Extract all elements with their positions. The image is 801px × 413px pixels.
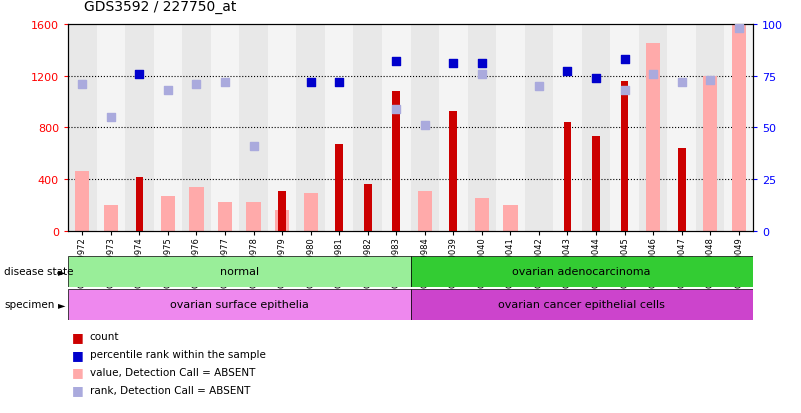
Text: ■: ■ <box>72 330 84 343</box>
Bar <box>410 289 753 320</box>
Point <box>675 79 688 86</box>
Text: normal: normal <box>219 266 259 277</box>
Bar <box>247 203 260 231</box>
Bar <box>68 289 410 320</box>
Bar <box>392 92 400 231</box>
Bar <box>161 197 175 231</box>
Bar <box>553 25 582 231</box>
Point <box>418 123 431 129</box>
Point <box>248 143 260 150</box>
Text: ►: ► <box>58 299 65 310</box>
Point <box>304 79 317 86</box>
Point <box>732 26 745 32</box>
Bar <box>610 25 638 231</box>
Text: GDS3592 / 227750_at: GDS3592 / 227750_at <box>84 0 236 14</box>
Point <box>646 71 659 78</box>
Bar <box>475 199 489 231</box>
Bar <box>696 25 724 231</box>
Text: count: count <box>90 332 119 342</box>
Point <box>190 81 203 88</box>
Bar <box>503 206 517 231</box>
Text: percentile rank within the sample: percentile rank within the sample <box>90 349 266 359</box>
Bar <box>218 203 232 231</box>
Point <box>219 79 231 86</box>
Bar <box>75 172 90 231</box>
Bar <box>135 177 143 231</box>
Bar <box>97 25 125 231</box>
Bar <box>325 25 353 231</box>
Point <box>104 114 117 121</box>
Text: ovarian surface epithelia: ovarian surface epithelia <box>170 299 308 310</box>
Bar <box>268 25 296 231</box>
Bar <box>104 206 118 231</box>
Text: ■: ■ <box>72 366 84 379</box>
Bar <box>582 25 610 231</box>
Point <box>618 57 631 63</box>
Text: ►: ► <box>58 266 65 277</box>
Point <box>704 77 717 84</box>
Bar <box>417 191 432 231</box>
Bar <box>564 123 571 231</box>
Bar <box>621 82 629 231</box>
Text: value, Detection Call = ABSENT: value, Detection Call = ABSENT <box>90 367 255 377</box>
Bar <box>731 25 746 231</box>
Bar <box>239 25 268 231</box>
Point <box>162 88 175 94</box>
Bar <box>449 111 457 231</box>
Bar <box>667 25 696 231</box>
Bar <box>275 211 289 231</box>
Point <box>447 61 460 67</box>
Text: ovarian adenocarcinoma: ovarian adenocarcinoma <box>513 266 651 277</box>
Bar <box>278 191 286 231</box>
Bar <box>525 25 553 231</box>
Bar <box>724 25 753 231</box>
Text: ■: ■ <box>72 383 84 396</box>
Bar <box>336 145 343 231</box>
Bar <box>703 76 717 231</box>
Point <box>133 71 146 78</box>
Point <box>476 61 489 67</box>
Bar <box>468 25 496 231</box>
Bar <box>678 149 686 231</box>
Bar <box>439 25 468 231</box>
Point <box>590 75 602 82</box>
Point <box>390 106 403 113</box>
Bar <box>646 44 660 231</box>
Bar <box>382 25 410 231</box>
Bar <box>496 25 525 231</box>
Bar <box>68 256 410 287</box>
Point <box>76 81 89 88</box>
Text: rank, Detection Call = ABSENT: rank, Detection Call = ABSENT <box>90 385 250 395</box>
Text: disease state: disease state <box>4 266 74 277</box>
Point <box>561 69 574 76</box>
Point <box>390 59 403 65</box>
Point <box>533 83 545 90</box>
Bar <box>211 25 239 231</box>
Bar <box>592 137 600 231</box>
Bar <box>189 188 203 231</box>
Text: ■: ■ <box>72 348 84 361</box>
Bar <box>296 25 325 231</box>
Bar <box>353 25 382 231</box>
Bar <box>68 25 97 231</box>
Bar <box>304 194 318 231</box>
Text: ovarian cancer epithelial cells: ovarian cancer epithelial cells <box>498 299 665 310</box>
Bar <box>364 185 372 231</box>
Bar <box>410 256 753 287</box>
Bar <box>638 25 667 231</box>
Point <box>476 71 489 78</box>
Text: specimen: specimen <box>4 299 54 310</box>
Bar <box>125 25 154 231</box>
Bar <box>182 25 211 231</box>
Point <box>618 88 631 94</box>
Bar <box>410 25 439 231</box>
Point <box>332 79 345 86</box>
Bar <box>154 25 182 231</box>
